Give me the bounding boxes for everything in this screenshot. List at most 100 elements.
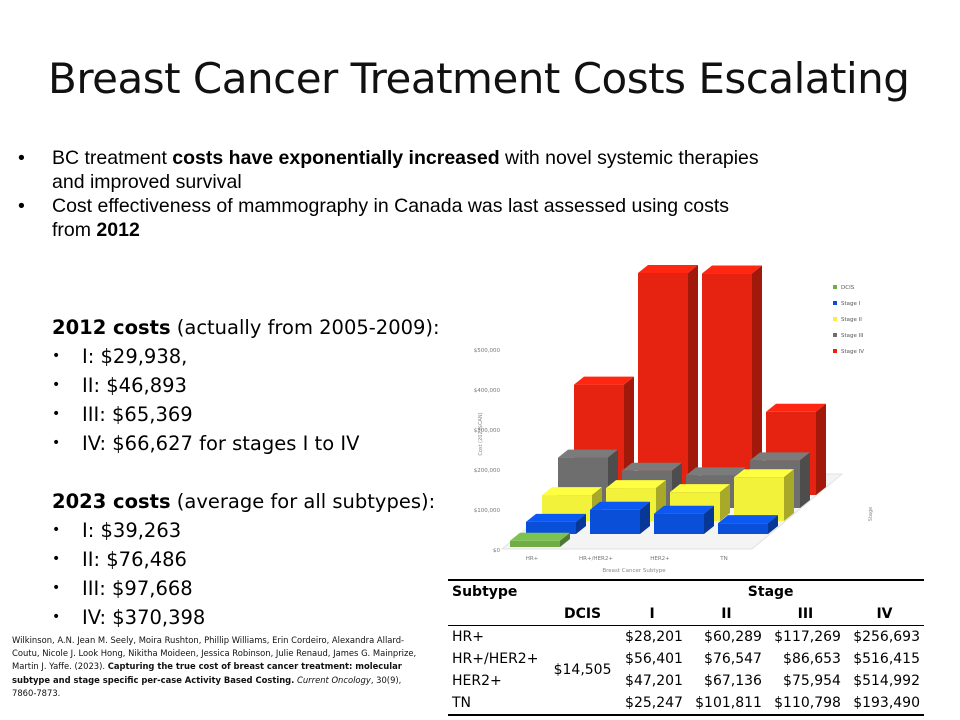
bar-top xyxy=(670,484,730,493)
x-tick-label: TN xyxy=(719,556,727,562)
col-subtype-header: Subtype xyxy=(448,579,548,603)
bar-top xyxy=(542,487,602,496)
table-row: HR+ $14,505 $28,201 $60,289 $117,269 $25… xyxy=(448,625,924,716)
table-cell: $256,693 xyxy=(853,629,920,645)
table-cell: $47,201 xyxy=(625,673,683,689)
legend-label: DCIS xyxy=(841,285,855,291)
bullet-dot-icon: • xyxy=(18,195,25,217)
bar-stage-iv-hr-her2- xyxy=(638,264,698,495)
bar-front xyxy=(734,477,784,521)
cost-value: I: $29,938, xyxy=(82,345,188,368)
table-cell: $28,201 xyxy=(625,629,683,645)
table-row: HR+/HER2+ $56,401 $76,547 $86,653 $516,4… xyxy=(448,648,924,670)
cost-value: IV: $370,398 xyxy=(82,606,206,629)
table-cell: $56,401 xyxy=(625,651,683,667)
bar-top xyxy=(654,505,714,514)
cost-table: Subtype Stage DCIS I II III IV HR+ $14,5… xyxy=(448,579,924,716)
chart-svg: $0 $100,000 $200,000 $300,000 $400,000 $500,0… xyxy=(474,264,874,574)
bar-stage-i-hr-her2- xyxy=(590,501,650,534)
bullet-dot-icon: • xyxy=(52,609,61,625)
col-header: I xyxy=(617,603,687,626)
bar-top xyxy=(718,515,778,524)
row-label: HR+ xyxy=(452,629,484,645)
slide-title: Breast Cancer Treatment Costs Escalating xyxy=(48,54,910,103)
y-tick-label: $0 xyxy=(493,548,500,554)
bar-front xyxy=(654,513,704,534)
bullet-dot-icon: • xyxy=(52,377,61,393)
bullet-dot-icon: • xyxy=(52,435,61,451)
cost-item: • II: $46,893 xyxy=(52,371,440,400)
y-tick-label: $100,000 xyxy=(474,508,501,514)
costs-2012-heading: 2012 costs (actually from 2005-2009): xyxy=(52,313,440,342)
bullet-item: • Cost effectiveness of mammography in C… xyxy=(18,194,938,242)
cost-value: III: $65,369 xyxy=(82,403,193,426)
bullet-bold-text: costs have exponentially increased xyxy=(172,147,500,169)
table-cell: $516,415 xyxy=(853,651,920,667)
bar-top xyxy=(638,264,698,273)
x-axis-label: Breast Cancer Subtype xyxy=(602,568,666,574)
legend-swatch xyxy=(833,285,837,289)
bar-side xyxy=(576,513,586,534)
table-row: TN $25,247 $101,811 $110,798 $193,490 xyxy=(448,692,924,716)
bar-front xyxy=(702,273,752,495)
bar-front xyxy=(510,540,560,547)
cost-value: II: $46,893 xyxy=(82,374,187,397)
costs-2023-label: 2023 costs xyxy=(52,490,171,513)
cost-item: • IV: $370,398 xyxy=(52,603,440,632)
bar-stage-i-tn xyxy=(718,515,778,534)
table-row: HER2+ $47,201 $67,136 $75,954 $514,992 xyxy=(448,670,924,692)
cost-item: • IV: $66,627 for stages I to IV xyxy=(52,429,440,458)
bar-top xyxy=(558,449,618,458)
table-cell: $110,798 xyxy=(765,692,845,716)
bar-top xyxy=(750,452,810,461)
x-tick-label: HR+ xyxy=(526,556,539,562)
citation-volume: , 30(9), 7860-7873. xyxy=(12,674,402,698)
legend-label: Stage II xyxy=(841,317,862,323)
cost-item: • I: $29,938, xyxy=(52,342,440,371)
legend-label: Stage III xyxy=(841,333,864,339)
bar-dcis-hr- xyxy=(510,532,570,547)
bar-side xyxy=(704,505,714,534)
bar-front xyxy=(638,272,688,495)
bar-front xyxy=(526,521,576,534)
bullet-text: Cost effectiveness of mammography in Can… xyxy=(52,195,730,217)
y-tick-label: $200,000 xyxy=(474,468,501,474)
cost-bar-chart: $0 $100,000 $200,000 $300,000 $400,000 $500,0… xyxy=(462,229,886,579)
bar-front xyxy=(590,509,640,534)
table-subheader-row: DCIS I II III IV xyxy=(448,603,924,626)
col-header: IV xyxy=(844,603,924,626)
bar-side xyxy=(784,469,794,521)
col-header: II xyxy=(686,603,766,626)
costs-2012-note: (actually from 2005-2009): xyxy=(170,316,440,339)
y-tick-label: $500,000 xyxy=(474,348,501,354)
col-stage-header: Stage xyxy=(617,579,924,603)
col-header: DCIS xyxy=(547,603,618,626)
bar-side xyxy=(720,484,730,521)
table-cell: $193,490 xyxy=(844,692,924,716)
bar-side xyxy=(640,501,650,534)
cost-value: IV: $66,627 for stages I to IV xyxy=(82,432,360,455)
bar-top xyxy=(734,469,794,478)
legend-swatch xyxy=(833,333,837,337)
bar-top xyxy=(766,403,826,412)
legend-label: Stage IV xyxy=(841,349,864,355)
bullet-text: BC treatment xyxy=(52,147,173,169)
citation: Wilkinson, A.N. Jean M. Seely, Moira Rus… xyxy=(12,634,422,700)
bar-side xyxy=(816,403,826,495)
bar-stage-i-her2- xyxy=(654,505,714,534)
bar-side xyxy=(560,532,570,547)
bullet-dot-icon: • xyxy=(52,580,61,596)
legend-swatch xyxy=(833,349,837,353)
cost-item: • I: $39,263 xyxy=(52,516,440,545)
table-cell: $75,954 xyxy=(783,673,841,689)
bullet-dot-icon: • xyxy=(52,522,61,538)
bullet-item: • BC treatment costs have exponentially … xyxy=(18,146,938,194)
costs-2023-note: (average for all subtypes): xyxy=(170,490,436,513)
cost-value: I: $39,263 xyxy=(82,519,182,542)
bar-top xyxy=(606,480,666,489)
cost-summary: 2012 costs (actually from 2005-2009): • I… xyxy=(52,313,440,632)
costs-2023-heading: 2023 costs (average for all subtypes): xyxy=(52,487,440,516)
bullet-text: from xyxy=(52,219,97,241)
bar-side xyxy=(688,264,698,495)
bar-top xyxy=(574,376,634,385)
